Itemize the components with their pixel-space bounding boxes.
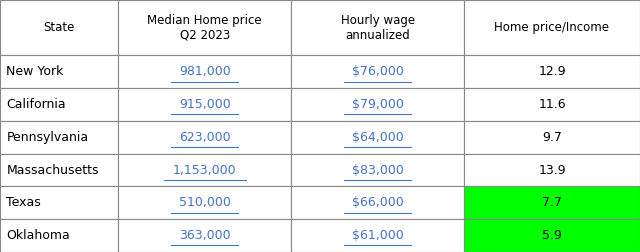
Bar [0,55,118,88]
Bar [291,88,464,121]
Text: Massachusetts: Massachusetts [6,164,99,177]
Text: 1,153,000: 1,153,000 [173,164,237,177]
Text: 9.7: 9.7 [542,131,562,144]
Text: Median Home price
Q2 2023: Median Home price Q2 2023 [147,14,262,42]
Bar [291,154,464,186]
Bar [464,0,640,55]
Bar [118,154,291,186]
Text: 510,000: 510,000 [179,196,231,209]
Text: $61,000: $61,000 [352,229,403,242]
Bar [291,219,464,252]
Text: Texas: Texas [6,196,41,209]
Bar [118,186,291,219]
Text: 5.9: 5.9 [542,229,562,242]
Text: $79,000: $79,000 [351,98,404,111]
Bar [464,121,640,154]
Bar [0,121,118,154]
Text: $66,000: $66,000 [352,196,403,209]
Text: California: California [6,98,66,111]
Text: New York: New York [6,65,64,78]
Text: 13.9: 13.9 [538,164,566,177]
Bar [0,186,118,219]
Bar [0,88,118,121]
Bar [118,219,291,252]
Bar [118,88,291,121]
Bar [291,0,464,55]
Bar [464,186,640,219]
Text: State: State [44,21,75,34]
Bar [0,219,118,252]
Bar [464,154,640,186]
Text: 11.6: 11.6 [538,98,566,111]
Text: 12.9: 12.9 [538,65,566,78]
Text: 623,000: 623,000 [179,131,230,144]
Text: Pennsylvania: Pennsylvania [6,131,88,144]
Text: 363,000: 363,000 [179,229,230,242]
Bar [291,55,464,88]
Bar [0,154,118,186]
Text: $76,000: $76,000 [351,65,404,78]
Text: Oklahoma: Oklahoma [6,229,70,242]
Bar [291,186,464,219]
Text: $83,000: $83,000 [351,164,404,177]
Text: 7.7: 7.7 [542,196,562,209]
Text: Home price/Income: Home price/Income [495,21,609,34]
Bar [118,0,291,55]
Bar [118,55,291,88]
Text: $64,000: $64,000 [352,131,403,144]
Text: 915,000: 915,000 [179,98,230,111]
Bar [464,88,640,121]
Bar [464,219,640,252]
Bar [118,121,291,154]
Text: 981,000: 981,000 [179,65,230,78]
Bar [291,121,464,154]
Bar [464,55,640,88]
Bar [0,0,118,55]
Text: Hourly wage
annualized: Hourly wage annualized [340,14,415,42]
